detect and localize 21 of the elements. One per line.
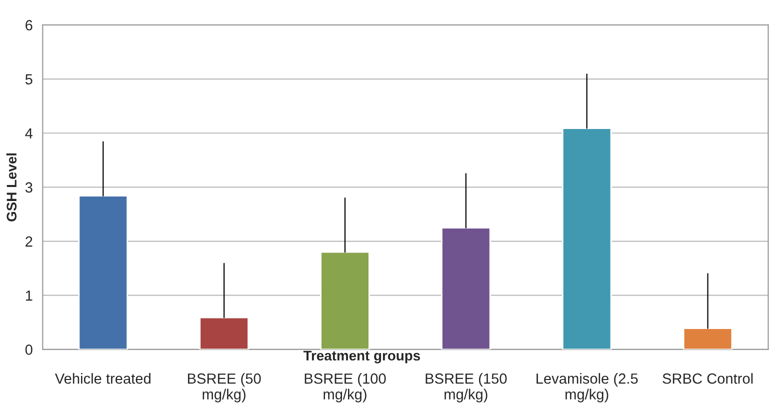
y-tick-label: 3: [25, 182, 32, 193]
y-tick-label: 4: [25, 128, 33, 138]
bar: [320, 251, 370, 350]
x-tick-label: Vehicle treated: [54, 373, 150, 384]
y-tick-label: 0: [25, 344, 32, 355]
x-tick-label: BSREE (50 mg/kg): [188, 373, 261, 402]
x-tick-label: BSREE (150 mg/kg): [426, 373, 507, 402]
bar: [78, 195, 128, 350]
x-tick-label: BSREE (100 mg/kg): [304, 373, 386, 402]
bar: [441, 227, 491, 350]
y-tick-label: 6: [26, 20, 32, 30]
bar: [562, 128, 612, 350]
bar: [199, 316, 249, 350]
x-axis-title: Treatment groups: [303, 350, 420, 364]
y-tick-label: 1: [26, 290, 32, 301]
x-tick-label: SRBC Control: [662, 373, 753, 384]
x-tick-label: Levamisole (2.5 mg/kg): [536, 373, 638, 402]
y-tick-label: 5: [25, 74, 32, 84]
bar: [682, 328, 733, 350]
y-axis-title: GSH Level: [6, 153, 17, 222]
y-tick-label: 2: [26, 236, 32, 247]
